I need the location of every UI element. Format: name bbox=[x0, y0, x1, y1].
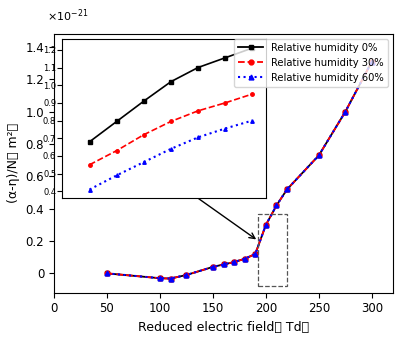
Relative humidity 30% bbox=[264, 223, 268, 227]
Relative humidity 30% bbox=[232, 260, 236, 264]
Relative humidity 60% bbox=[158, 276, 162, 280]
Relative humidity 0% bbox=[343, 109, 348, 114]
Relative humidity 0% bbox=[168, 277, 173, 281]
X-axis label: Reduced electric field（ Td）: Reduced electric field（ Td） bbox=[138, 321, 309, 334]
Relative humidity 0% bbox=[242, 257, 247, 261]
Relative humidity 60% bbox=[370, 59, 374, 63]
Relative humidity 60% bbox=[242, 257, 247, 261]
Line: Relative humidity 60%: Relative humidity 60% bbox=[104, 59, 374, 281]
Line: Relative humidity 30%: Relative humidity 30% bbox=[104, 59, 374, 281]
Relative humidity 60% bbox=[221, 263, 226, 267]
Line: Relative humidity 0%: Relative humidity 0% bbox=[104, 59, 374, 281]
Relative humidity 60% bbox=[274, 204, 279, 208]
Relative humidity 30% bbox=[168, 277, 173, 281]
Relative humidity 0% bbox=[184, 273, 189, 277]
Relative humidity 60% bbox=[316, 153, 321, 158]
Relative humidity 60% bbox=[184, 273, 189, 277]
Relative humidity 30% bbox=[184, 273, 189, 277]
Relative humidity 0% bbox=[221, 263, 226, 267]
Relative humidity 60% bbox=[253, 252, 258, 256]
Relative humidity 60% bbox=[210, 265, 215, 269]
Legend: Relative humidity 0%, Relative humidity 30%, Relative humidity 60%: Relative humidity 0%, Relative humidity … bbox=[234, 39, 388, 87]
Y-axis label: (α-η)/N（ m²）: (α-η)/N（ m²） bbox=[7, 123, 20, 204]
Relative humidity 0% bbox=[158, 276, 162, 280]
Relative humidity 30% bbox=[253, 252, 258, 256]
Relative humidity 60% bbox=[264, 223, 268, 227]
Relative humidity 0% bbox=[232, 260, 236, 264]
Relative humidity 0% bbox=[253, 252, 258, 256]
Relative humidity 30% bbox=[316, 153, 321, 158]
Text: $\times10^{-21}$: $\times10^{-21}$ bbox=[47, 7, 88, 24]
Bar bbox=[258, 213, 287, 285]
Relative humidity 30% bbox=[370, 59, 374, 63]
Relative humidity 30% bbox=[210, 265, 215, 269]
Relative humidity 60% bbox=[104, 271, 109, 276]
Relative humidity 30% bbox=[242, 257, 247, 261]
Relative humidity 30% bbox=[104, 271, 109, 276]
Relative humidity 30% bbox=[158, 276, 162, 280]
Relative humidity 60% bbox=[343, 109, 348, 114]
Relative humidity 60% bbox=[232, 260, 236, 264]
Relative humidity 0% bbox=[285, 187, 290, 191]
Relative humidity 0% bbox=[370, 59, 374, 63]
Relative humidity 0% bbox=[264, 223, 268, 227]
Relative humidity 30% bbox=[274, 204, 279, 208]
Relative humidity 60% bbox=[285, 187, 290, 191]
Relative humidity 30% bbox=[343, 109, 348, 114]
Relative humidity 30% bbox=[221, 263, 226, 267]
Relative humidity 0% bbox=[104, 271, 109, 276]
Relative humidity 60% bbox=[168, 277, 173, 281]
Relative humidity 0% bbox=[274, 204, 279, 208]
Relative humidity 0% bbox=[316, 153, 321, 158]
Relative humidity 0% bbox=[210, 265, 215, 269]
Relative humidity 30% bbox=[285, 187, 290, 191]
